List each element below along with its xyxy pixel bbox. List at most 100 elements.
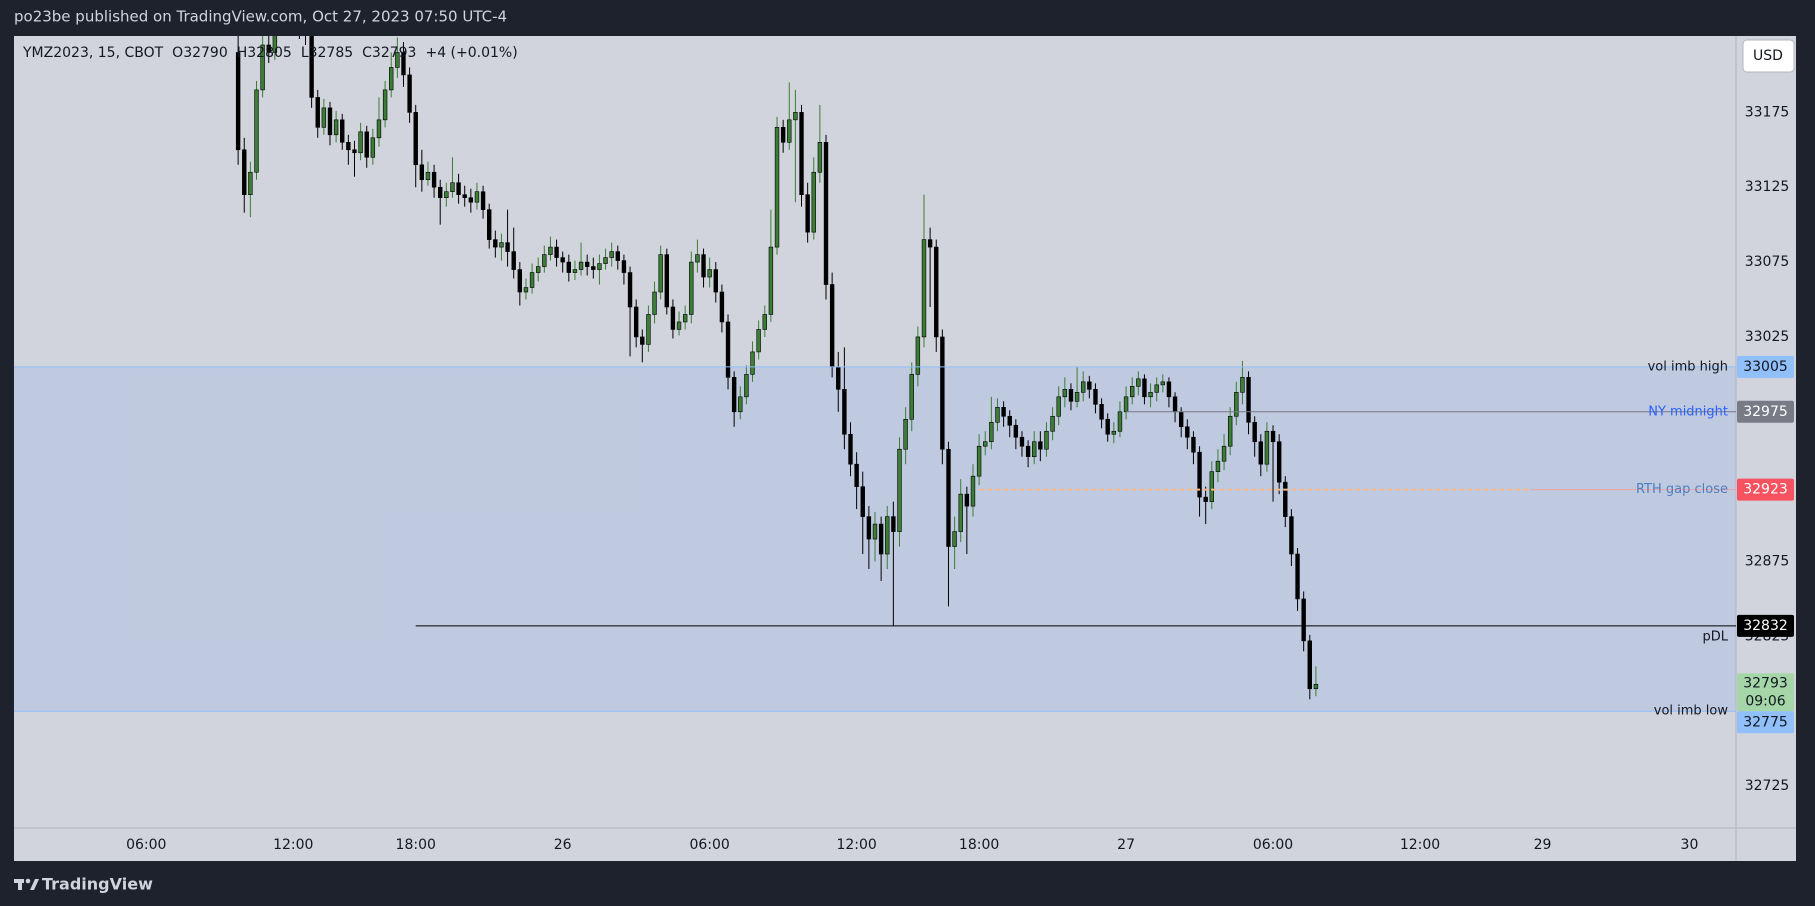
- candle-body: [370, 137, 376, 158]
- candle-body: [1276, 441, 1282, 483]
- candle-body: [1234, 392, 1239, 417]
- candle-body: [1050, 415, 1055, 432]
- candle-body: [235, 52, 241, 151]
- candle-body: [1307, 640, 1312, 690]
- candle-body: [958, 493, 963, 532]
- candle-body: [1013, 424, 1019, 438]
- candle-body: [242, 149, 247, 195]
- candle-body: [664, 254, 669, 308]
- candle-body: [401, 52, 406, 76]
- candle-body: [1154, 384, 1159, 393]
- candle-body: [1123, 396, 1129, 413]
- candle-body: [1197, 451, 1202, 498]
- candle-body: [921, 239, 927, 338]
- candle-body: [584, 261, 590, 267]
- level-label: RTH gap close: [1636, 482, 1728, 497]
- candle-body: [780, 127, 786, 143]
- candle-body: [860, 486, 865, 517]
- candle-body: [1038, 441, 1043, 450]
- candle-body: [462, 194, 467, 198]
- candle-body: [548, 246, 553, 255]
- y-tick-label: 32725: [1745, 778, 1790, 794]
- candle-body: [535, 266, 541, 273]
- candle-body: [1172, 396, 1178, 413]
- candle-body: [1203, 496, 1208, 502]
- candle-body: [529, 272, 535, 288]
- candle-body: [499, 242, 504, 248]
- candle-body: [493, 239, 498, 248]
- candle-body: [407, 74, 412, 113]
- candle-body: [346, 141, 351, 151]
- price-tag: [1737, 711, 1794, 734]
- legend-value: H32805: [237, 45, 292, 61]
- currency-button[interactable]: [1742, 39, 1795, 73]
- candle-body: [456, 182, 461, 195]
- x-tick-label: 06:00: [1253, 837, 1293, 853]
- candle-body: [652, 291, 657, 315]
- candle-body: [909, 374, 914, 420]
- x-tick-label: 06:00: [689, 837, 729, 853]
- y-tick-label: 32875: [1745, 554, 1790, 570]
- price-tag-label: 32832: [1743, 618, 1788, 634]
- candle-body: [676, 321, 682, 330]
- chart-legend: YMZ2023, 15, CBOT O32790 H32805 L32785 C3279…: [22, 45, 518, 61]
- candle-body: [327, 107, 333, 136]
- logo-part: [25, 878, 31, 884]
- candle-body: [554, 246, 559, 258]
- candle-body: [358, 131, 363, 154]
- candle-body: [1025, 445, 1031, 458]
- y-tick-label: 33025: [1745, 329, 1790, 345]
- candle-body: [1221, 445, 1227, 462]
- candle-body: [1191, 436, 1196, 453]
- x-tick-label: 12:00: [273, 837, 313, 853]
- candle-body: [1264, 430, 1270, 465]
- candle-body: [934, 246, 939, 338]
- candle-body: [1136, 378, 1141, 387]
- candle-body: [609, 251, 614, 258]
- candle-body: [756, 329, 761, 353]
- candle-body: [254, 89, 259, 173]
- candle-body: [438, 186, 443, 198]
- price-tag-label: 32975: [1743, 404, 1788, 420]
- price-tag-label: 32775: [1743, 714, 1788, 730]
- candle-body: [1289, 516, 1294, 555]
- candle-body: [450, 182, 455, 193]
- candle-body: [1062, 389, 1068, 398]
- candle-body: [903, 418, 908, 450]
- candle-body: [1074, 392, 1080, 402]
- level-label: vol imb high: [1648, 359, 1728, 374]
- legend-value: L32785: [301, 45, 353, 61]
- x-tick-label: 30: [1681, 837, 1699, 853]
- candle-body: [578, 261, 584, 270]
- level-label: vol imb low: [1654, 704, 1729, 719]
- candle-body: [787, 119, 792, 143]
- candle-body: [591, 266, 596, 270]
- candle-body: [1007, 415, 1012, 426]
- candle-body: [970, 475, 976, 507]
- y-tick-label: 33125: [1745, 179, 1790, 195]
- x-tick-label: 18:00: [959, 837, 999, 853]
- y-tick-label: 33175: [1745, 104, 1790, 120]
- candle-body: [1019, 436, 1025, 447]
- publish-info: po23be published on TradingView.com, Oct…: [14, 8, 507, 26]
- candle-body: [1185, 426, 1190, 438]
- candle-body: [1068, 389, 1074, 402]
- candle-body: [1215, 460, 1221, 472]
- candle-body: [542, 254, 547, 267]
- candle-body: [425, 171, 431, 181]
- candle-body: [1032, 441, 1037, 458]
- candle-body: [1258, 441, 1263, 465]
- candle-body: [364, 131, 369, 158]
- legend-value: O32790: [172, 45, 228, 61]
- x-tick-label: 18:00: [396, 837, 436, 853]
- candle-body: [646, 314, 651, 345]
- symbol: YMZ2023, 15, CBOT: [22, 45, 164, 61]
- candle-body: [260, 44, 265, 91]
- candle-body: [768, 246, 774, 315]
- currency-label[interactable]: USD: [1753, 48, 1783, 64]
- candle-body: [474, 191, 480, 203]
- candle-body: [419, 164, 425, 181]
- candle-body: [633, 306, 639, 338]
